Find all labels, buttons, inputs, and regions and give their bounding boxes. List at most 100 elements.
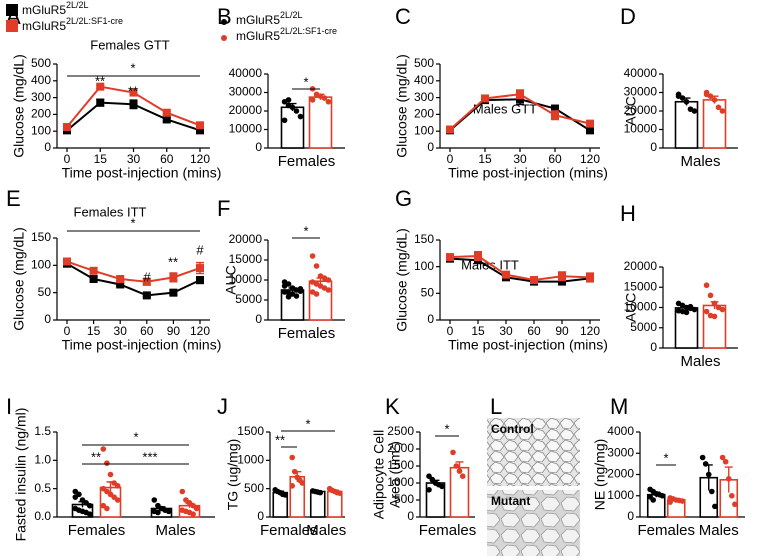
y-tick-label: 0 xyxy=(44,312,51,326)
x-tick-label: 90 xyxy=(167,324,181,338)
y-axis-label: AUC xyxy=(623,96,639,126)
x-tick-label: 60 xyxy=(160,152,174,166)
y-tick-label: 1.5 xyxy=(34,424,51,438)
data-point xyxy=(104,505,110,512)
data-point xyxy=(439,483,445,490)
data-point xyxy=(291,468,298,475)
point-marker xyxy=(129,88,138,97)
data-point xyxy=(309,97,316,103)
y-tick-label: 1000 xyxy=(237,453,264,467)
significance: ** xyxy=(128,83,138,98)
x-tick-label: 15 xyxy=(478,152,492,166)
x-tick-label: 30 xyxy=(513,152,527,166)
x-tick-label: 120 xyxy=(190,324,210,338)
point-marker xyxy=(196,276,204,285)
image-label: Mutant xyxy=(491,494,530,508)
y-tick-label: 0 xyxy=(255,312,262,326)
y-tick-label: 2500 xyxy=(387,424,414,438)
y-tick-label: 10000 xyxy=(624,122,658,136)
point-marker xyxy=(196,264,204,273)
x-axis-label: Time post-injection (mins) xyxy=(448,165,608,181)
point-marker xyxy=(116,275,125,283)
data-point xyxy=(709,488,715,495)
data-point xyxy=(450,449,456,456)
y-tick-label: 150 xyxy=(414,232,434,246)
significance: * xyxy=(303,223,308,238)
point-marker xyxy=(558,272,566,281)
significance: * xyxy=(133,429,138,444)
point-marker xyxy=(446,253,454,262)
data-point xyxy=(426,487,432,493)
bar xyxy=(280,106,305,149)
data-point xyxy=(281,283,288,289)
panel-letter: B xyxy=(217,4,232,29)
legend-swatch xyxy=(221,19,227,25)
y-axis-label: Fasted insulin (ng/ml) xyxy=(13,408,29,542)
data-point xyxy=(155,509,161,516)
y-tick-label: 1500 xyxy=(387,458,414,472)
y-tick-label: 200 xyxy=(414,107,434,121)
x-tick-label: Females xyxy=(260,522,318,539)
data-point xyxy=(86,502,93,509)
point-marker xyxy=(89,275,98,283)
y-tick-label: 300 xyxy=(414,90,434,104)
histology-images: Control Mutant xyxy=(487,418,580,556)
point-marker xyxy=(551,104,559,113)
data-point xyxy=(667,499,673,505)
point-marker xyxy=(63,123,71,131)
y-tick-label: 1000 xyxy=(607,488,634,502)
y-tick-label: 1500 xyxy=(237,424,264,438)
y-tick-label: 5000 xyxy=(235,292,262,306)
data-point xyxy=(313,263,320,269)
point-marker xyxy=(586,119,594,128)
x-tick-label: 0 xyxy=(64,152,71,166)
data-point xyxy=(285,97,292,103)
legend-swatch xyxy=(221,35,227,41)
data-point xyxy=(289,483,296,489)
data-point xyxy=(293,293,300,299)
data-point xyxy=(193,505,200,512)
y-tick-label: 100 xyxy=(31,123,51,137)
y-tick-label: 0.5 xyxy=(34,481,51,495)
y-axis-label: AUC xyxy=(223,265,239,295)
data-point xyxy=(650,497,656,503)
data-point xyxy=(702,461,709,467)
x-tick-label: 15 xyxy=(94,152,108,166)
significance: ** xyxy=(95,73,105,88)
data-point xyxy=(703,308,710,315)
x-tick-label: 120 xyxy=(580,152,600,166)
legend-label: mGluR52L/2L xyxy=(236,10,303,27)
x-tick-label: 0 xyxy=(447,324,454,338)
series-line xyxy=(449,257,591,283)
chart-title: Females ITT xyxy=(74,204,147,219)
chart-title: Females GTT xyxy=(90,37,170,52)
data-point xyxy=(297,286,304,292)
point-marker xyxy=(162,108,171,117)
point-marker xyxy=(446,125,454,134)
y-tick-label: 50 xyxy=(38,285,52,299)
data-point xyxy=(282,492,289,498)
significance: ** xyxy=(275,432,285,447)
panel-letter: J xyxy=(217,394,228,419)
data-point xyxy=(104,460,110,466)
data-point xyxy=(703,91,710,98)
y-tick-label: 500 xyxy=(31,56,51,70)
x-tick-label: 15 xyxy=(87,324,101,338)
y-tick-label: 0 xyxy=(650,140,657,154)
data-point xyxy=(190,511,196,517)
image-label: Control xyxy=(491,422,534,436)
data-point xyxy=(325,287,332,293)
x-tick-label: 60 xyxy=(548,152,562,166)
y-tick-label: 2000 xyxy=(607,467,634,481)
y-axis-label: AUC xyxy=(623,293,639,323)
y-axis-label: Glucose (mg/dL) xyxy=(394,228,410,331)
point-marker xyxy=(551,111,559,120)
y-tick-label: 20000 xyxy=(624,103,658,117)
y-axis-label: Glucose (mg/dL) xyxy=(11,54,27,157)
data-point xyxy=(72,494,79,500)
panel-letter: G xyxy=(395,186,412,211)
chart-title: Males GTT xyxy=(473,101,537,116)
data-point xyxy=(317,489,324,496)
x-tick-label: 60 xyxy=(527,324,541,338)
legend-superscript: 2L/2L xyxy=(66,0,89,10)
